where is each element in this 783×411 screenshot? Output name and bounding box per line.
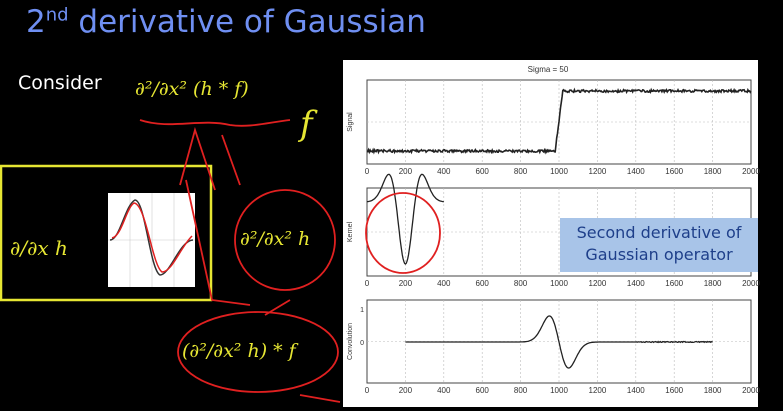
x-tick-label: 1000 xyxy=(550,279,568,288)
figure-title: Sigma = 50 xyxy=(528,65,569,74)
y-axis-label: Kernel xyxy=(347,221,354,242)
y-tick-label: 1 xyxy=(360,307,364,314)
callout-line1: Second derivative of xyxy=(560,222,758,244)
figure-svg: Sigma = 500 200 400 600 800 1000 1200 1400 1600 1… xyxy=(0,0,783,411)
x-tick-label: 2000 xyxy=(742,386,760,395)
x-tick-label: 600 xyxy=(476,386,490,395)
second-deriv: ∂²/∂x² h xyxy=(240,228,310,250)
expr-top: ∂²/∂x² (h * f) xyxy=(135,78,249,100)
x-tick-label: 1800 xyxy=(704,167,722,176)
x-tick-label: 1600 xyxy=(665,167,683,176)
x-tick-label: 1200 xyxy=(589,386,607,395)
x-tick-label: 2000 xyxy=(742,167,760,176)
x-tick-label: 400 xyxy=(437,386,451,395)
x-tick-label: 1000 xyxy=(550,386,568,395)
f-label: f xyxy=(300,104,313,144)
x-tick-label: 600 xyxy=(476,279,490,288)
y-axis-label: Convolution xyxy=(347,323,354,360)
y-axis-label: Signal xyxy=(347,112,354,132)
y-tick-label: 0 xyxy=(360,340,364,347)
x-tick-label: 1200 xyxy=(589,279,607,288)
x-tick-label: 800 xyxy=(514,386,528,395)
x-tick-label: 1000 xyxy=(550,167,568,176)
x-tick-label: 0 xyxy=(365,279,370,288)
x-tick-label: 1800 xyxy=(704,279,722,288)
x-tick-label: 1600 xyxy=(665,279,683,288)
x-tick-label: 400 xyxy=(437,279,451,288)
x-tick-label: 2000 xyxy=(742,279,760,288)
x-tick-label: 200 xyxy=(399,386,413,395)
slide: 2nd derivative of Gaussian Consider Sigm… xyxy=(0,0,783,411)
x-tick-label: 1200 xyxy=(589,167,607,176)
x-tick-label: 1600 xyxy=(665,386,683,395)
callout-line2: Gaussian operator xyxy=(560,244,758,266)
callout-box: Second derivative of Gaussian operator xyxy=(560,218,758,272)
x-tick-label: 800 xyxy=(514,279,528,288)
x-tick-label: 200 xyxy=(399,167,413,176)
first-deriv: ∂/∂x h xyxy=(10,236,68,260)
x-tick-label: 1800 xyxy=(704,386,722,395)
x-tick-label: 200 xyxy=(399,279,413,288)
x-tick-label: 400 xyxy=(437,167,451,176)
x-tick-label: 600 xyxy=(476,167,490,176)
x-tick-label: 800 xyxy=(514,167,528,176)
x-tick-label: 0 xyxy=(365,167,370,176)
x-tick-label: 1400 xyxy=(627,167,645,176)
x-tick-label: 1400 xyxy=(627,279,645,288)
conv-expr: (∂²/∂x² h) * f xyxy=(182,340,296,362)
x-tick-label: 1400 xyxy=(627,386,645,395)
x-tick-label: 0 xyxy=(365,386,370,395)
